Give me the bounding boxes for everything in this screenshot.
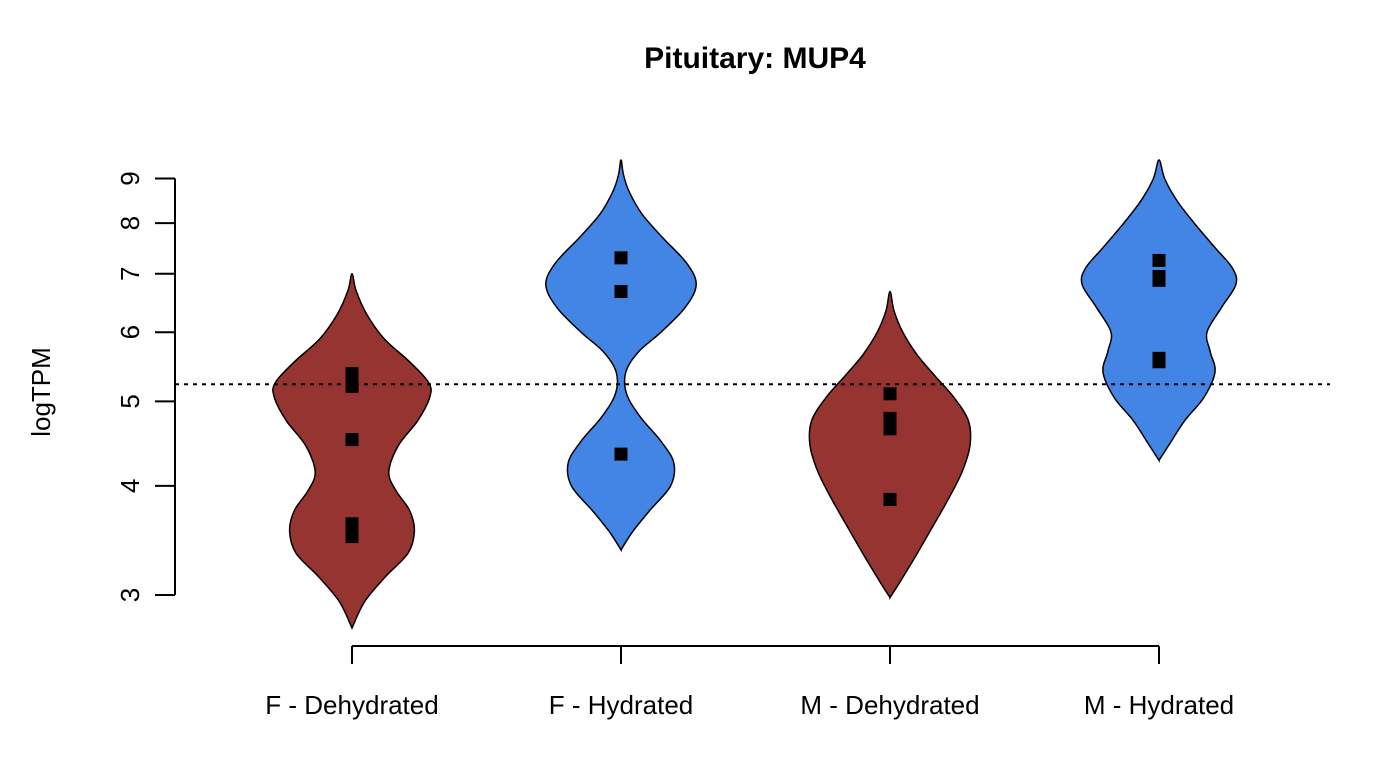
y-axis: 3 4 5 6 7 8 9: [115, 171, 176, 602]
data-point: [345, 530, 359, 544]
x-tick-label: F - Hydrated: [549, 690, 694, 720]
data-point: [883, 492, 897, 506]
x-tick-label: F - Dehydrated: [265, 690, 438, 720]
data-point: [614, 447, 628, 461]
data-point: [1152, 273, 1166, 287]
y-tick-label: 6: [115, 325, 145, 339]
data-point: [1152, 253, 1166, 267]
violin-m-hydrated: [1080, 159, 1238, 463]
x-tick-label: M - Dehydrated: [800, 690, 979, 720]
x-tick-label: M - Hydrated: [1084, 690, 1234, 720]
y-tick-label: 8: [115, 216, 145, 230]
y-axis-title: logTPM: [26, 347, 56, 437]
data-point: [614, 284, 628, 298]
y-tick-label: 5: [115, 394, 145, 408]
data-point: [1152, 355, 1166, 369]
violin-f-dehydrated: [272, 273, 432, 630]
data-points: [345, 251, 1166, 544]
x-axis: F - Dehydrated F - Hydrated M - Dehydrated…: [265, 645, 1234, 720]
data-point: [883, 387, 897, 401]
y-tick-label: 7: [115, 267, 145, 281]
y-tick-label: 4: [115, 479, 145, 493]
chart-title: Pituitary: MUP4: [644, 42, 866, 75]
violin-m-dehydrated: [808, 290, 972, 601]
violin-f-hydrated: [545, 159, 697, 553]
data-point: [883, 422, 897, 436]
data-point: [345, 433, 359, 447]
y-tick-label: 3: [115, 588, 145, 602]
y-tick-label: 9: [115, 171, 145, 185]
data-point: [345, 379, 359, 393]
data-point: [614, 251, 628, 265]
violins: [272, 159, 1238, 630]
